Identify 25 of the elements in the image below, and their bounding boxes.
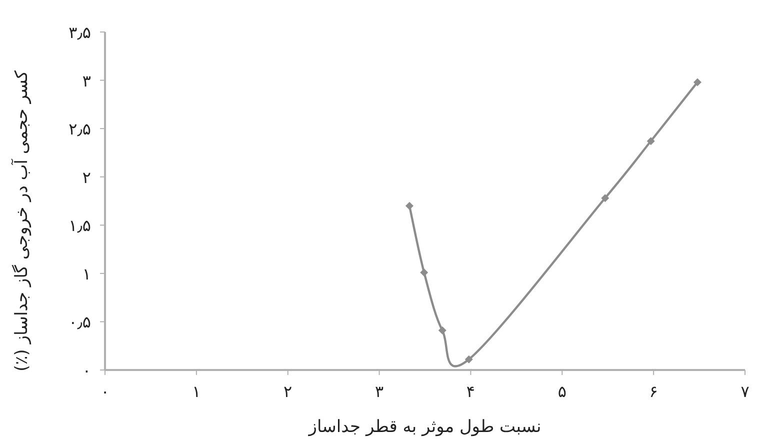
point — [601, 194, 610, 202]
x-tick-label: ۳ — [374, 382, 384, 401]
x-tick-label: ۰ — [100, 382, 110, 401]
y-tick-label: ۳ — [82, 71, 92, 90]
y-axis-title: کسر حجمی آب در خروجی گاز جداساز (٪) — [11, 70, 32, 372]
x-tick-label: ۷ — [740, 382, 750, 401]
point — [405, 202, 414, 210]
y-tick-label: ۳٫۵ — [68, 23, 91, 42]
point — [420, 268, 428, 276]
x-tick-label: ۴ — [466, 382, 476, 401]
y-tick-label: ۲ — [82, 168, 91, 187]
y-tick-label: ۰ — [82, 361, 91, 380]
point — [464, 355, 473, 364]
y-tick-label: ۰٫۵ — [68, 312, 91, 332]
x-tick-label: ۱ — [192, 382, 201, 401]
x-tick-label: ۵ — [558, 382, 566, 401]
x-tick-label: ۲ — [284, 382, 292, 401]
x-axis-title: نسبت طول موثر به قطر جداساز — [308, 417, 542, 437]
point — [438, 326, 446, 334]
y-tick-label: ۲٫۵ — [68, 120, 91, 139]
y-tick-label: ۱ — [82, 264, 91, 284]
point — [646, 137, 655, 146]
x-tick-label: ۶ — [649, 382, 658, 401]
y-tick-label: ۱٫۵ — [68, 216, 91, 236]
point — [693, 78, 702, 86]
